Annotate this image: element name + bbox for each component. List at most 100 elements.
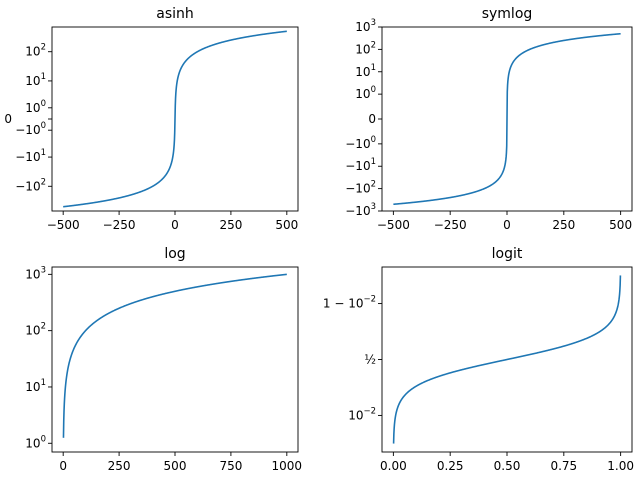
y-tick-base: −10	[15, 123, 40, 137]
x-tick-label: −250	[434, 218, 467, 232]
x-tick-label: 0	[59, 459, 67, 473]
y-tick-label: 1 − 10−2	[323, 295, 376, 311]
y-tick-exponent: 3	[371, 202, 376, 212]
y-tick-exponent: 0	[41, 434, 46, 444]
x-tick-label: 500	[275, 218, 298, 232]
y-tick-base: ½	[364, 353, 376, 367]
y-tick-base: 10	[355, 87, 370, 101]
y-tick-base: 10	[355, 65, 370, 79]
y-tick-exponent: 1	[371, 157, 376, 167]
subplot-asinh: asinh−500 −250 0 250 5001021011000−100−101−1…	[4, 6, 299, 232]
y-tick-label: 101	[25, 378, 46, 394]
series-line	[63, 30, 287, 208]
y-tick-base: 0	[4, 112, 12, 126]
y-tick-exponent: 0	[371, 135, 376, 145]
x-tick-label: 500	[609, 218, 632, 232]
y-tick-label: −102	[15, 177, 46, 193]
y-tick-exponent: −2	[363, 295, 376, 305]
y-tick-base: 10	[348, 408, 363, 422]
y-tick-label: −101	[345, 157, 376, 173]
y-tick-exponent: 2	[41, 322, 46, 332]
x-tick-label: −500	[377, 218, 410, 232]
y-tick-label: 103	[25, 265, 46, 281]
y-tick-label: 102	[25, 322, 46, 338]
x-tick-label: 1000	[272, 459, 303, 473]
y-tick-label: ½	[364, 353, 376, 367]
subplot-title: log	[164, 246, 185, 262]
y-tick-exponent: 1	[371, 63, 376, 73]
y-tick-exponent: 0	[371, 85, 376, 95]
y-tick-exponent: 2	[371, 180, 376, 190]
x-tick-label: 0.25	[437, 459, 464, 473]
y-tick-base: 10	[25, 324, 40, 338]
subplot-symlog: symlog−500 −250 0 250 5001031021011000−100−1…	[345, 6, 633, 232]
y-tick-label: 100	[355, 85, 376, 101]
y-tick-label: 100	[25, 99, 46, 115]
y-tick-exponent: 2	[41, 177, 46, 187]
y-tick-base: 10	[25, 380, 40, 394]
x-tick-label: −500	[47, 218, 80, 232]
y-tick-exponent: 2	[371, 40, 376, 50]
y-tick-exponent: −2	[363, 406, 376, 416]
y-tick-exponent: 1	[41, 72, 46, 82]
y-tick-base: −10	[15, 150, 40, 164]
x-tick-label: 500	[164, 459, 187, 473]
y-tick-base: 0	[368, 112, 376, 126]
y-tick-base: 10	[355, 42, 370, 56]
y-tick-base: 10	[355, 20, 370, 34]
y-tick-label: −101	[15, 148, 46, 164]
y-tick-base: 10	[25, 101, 40, 115]
y-tick-base: 1 − 10	[323, 297, 364, 311]
subplot-title: symlog	[482, 6, 533, 22]
y-tick-base: −10	[15, 179, 40, 193]
x-tick-label: 750	[219, 459, 242, 473]
y-tick-exponent: 2	[41, 43, 46, 53]
y-tick-label: 0	[368, 112, 376, 126]
y-tick-base: −10	[345, 137, 370, 151]
y-tick-base: 10	[25, 74, 40, 88]
y-tick-base: 10	[25, 267, 40, 281]
y-tick-label: 0	[4, 112, 12, 126]
y-tick-label: 101	[25, 72, 46, 88]
y-tick-label: −100	[345, 135, 376, 151]
series-line	[393, 32, 621, 206]
x-tick-label: 250	[108, 459, 131, 473]
y-tick-exponent: 1	[41, 148, 46, 158]
y-tick-label: 103	[355, 18, 376, 34]
y-tick-base: 10	[25, 45, 40, 59]
y-tick-base: −10	[345, 182, 370, 196]
y-tick-label: 10−2	[348, 406, 376, 422]
y-tick-exponent: 0	[41, 99, 46, 109]
subplot-title: logit	[492, 246, 523, 262]
x-tick-label: 250	[552, 218, 575, 232]
y-tick-label: 102	[25, 43, 46, 59]
y-tick-exponent: 1	[41, 378, 46, 388]
x-tick-label: 250	[219, 218, 242, 232]
series-line	[392, 275, 622, 444]
y-tick-exponent: 0	[41, 121, 46, 131]
y-tick-base: −10	[345, 204, 370, 218]
y-tick-base: 10	[25, 436, 40, 450]
x-tick-label: 0.75	[550, 459, 577, 473]
y-tick-exponent: 3	[371, 18, 376, 28]
x-tick-label: 0.50	[494, 459, 521, 473]
y-tick-base: −10	[345, 159, 370, 173]
x-tick-label: 0.00	[380, 459, 407, 473]
x-tick-label: 0	[171, 218, 179, 232]
y-tick-label: 101	[355, 63, 376, 79]
y-tick-label: −102	[345, 180, 376, 196]
x-tick-label: 1.00	[607, 459, 634, 473]
y-tick-exponent: 3	[41, 265, 46, 275]
axes-frame	[51, 266, 299, 453]
subplot-title: asinh	[156, 6, 194, 22]
series-line	[62, 273, 287, 438]
y-tick-label: −103	[345, 202, 376, 218]
y-tick-label: 100	[25, 434, 46, 450]
x-tick-label: 0	[503, 218, 511, 232]
y-tick-label: −100	[15, 121, 46, 137]
x-tick-label: −250	[103, 218, 136, 232]
y-tick-label: 102	[355, 40, 376, 56]
